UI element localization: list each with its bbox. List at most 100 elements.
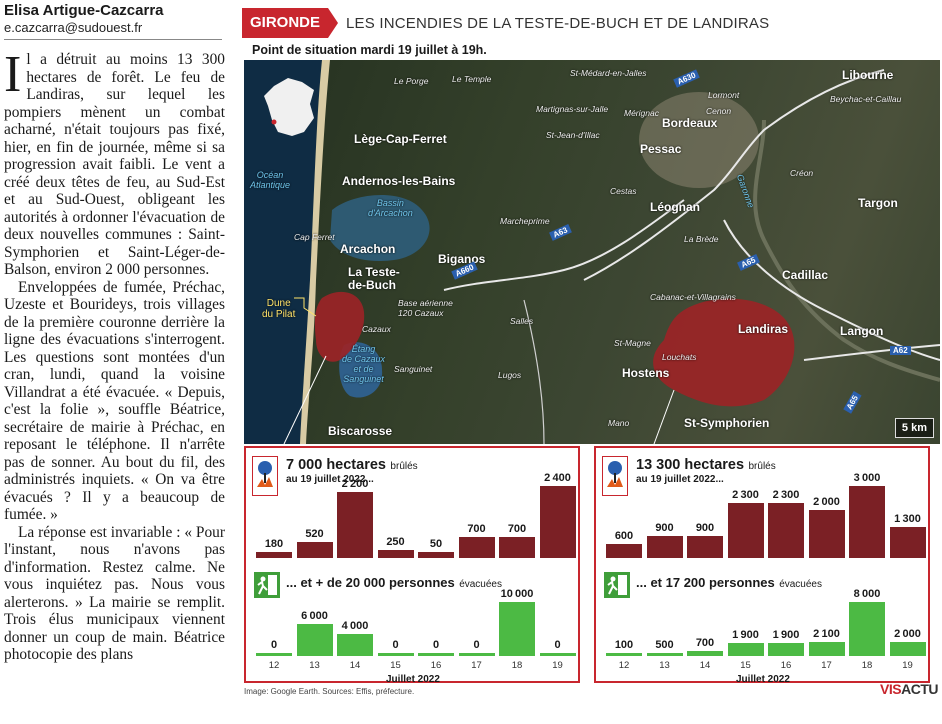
bar	[849, 486, 885, 558]
map-label: Biscarosse	[328, 424, 393, 438]
data-label: 2 100	[813, 628, 840, 640]
bar	[808, 642, 845, 656]
data-label: 0	[392, 639, 399, 651]
data-label: 2 300	[772, 489, 800, 501]
map-shapes	[244, 60, 940, 444]
bar	[539, 653, 576, 656]
map-label-water: Bassin d'Arcachon	[368, 198, 413, 218]
lake-shape	[339, 342, 383, 398]
data-label: 3 000	[853, 472, 881, 484]
bar	[727, 643, 764, 656]
bar	[458, 537, 495, 558]
bar	[337, 492, 373, 558]
bar	[606, 653, 642, 656]
data-label: 1 300	[894, 513, 921, 525]
tick-label: 18	[861, 660, 873, 671]
evacuated-persons: ... et + de 20 000 personnes	[286, 575, 455, 590]
data-label: 6 000	[301, 610, 328, 622]
tick-label: 16	[780, 660, 792, 671]
map-label: Cabanac-et-Villagrains	[650, 292, 736, 302]
map-label-water: Océan Atlantique	[250, 170, 291, 190]
map-label: Marcheprime	[500, 216, 550, 226]
coastline-sand	[300, 60, 330, 444]
map-label: Pessac	[640, 142, 682, 156]
map-label: Libourne	[842, 68, 894, 82]
article-paragraph: Enveloppées de fumée, Préchac, Uzeste et…	[4, 278, 225, 524]
bar	[499, 537, 535, 558]
bar	[687, 651, 723, 656]
month-label: Juillet 2022	[736, 674, 790, 685]
fire-alert-logo	[602, 456, 628, 496]
evacuated-label: évacuées	[459, 579, 502, 590]
data-label: 900	[655, 522, 674, 534]
map-label: Cenon	[706, 106, 732, 116]
map-label: Base aérienne 120 Cazaux	[398, 298, 453, 318]
burnt-hectares: 7 000 hectares	[286, 457, 386, 473]
urban-area	[639, 92, 759, 188]
map-label: Martignas-sur-Jalle	[536, 104, 609, 114]
location-marker	[271, 119, 277, 125]
map-label: Lugos	[498, 370, 522, 380]
data-label: 100	[614, 639, 634, 651]
data-label: 2 000	[813, 496, 840, 508]
image-credits: Image: Google Earth. Sources: Effis, pré…	[244, 687, 415, 696]
data-label: 10 000	[500, 588, 534, 600]
ocean-shape	[244, 60, 322, 444]
tick-label: 19	[902, 660, 913, 671]
map-label: Cazaux	[362, 324, 391, 334]
map-label: St-Symphorien	[684, 416, 770, 430]
satellite-map[interactable]: Libourne Le Porge Le Temple St-Médard-en…	[244, 60, 940, 444]
infographic: GIRONDE LES INCENDIES DE LA TESTE-DE-BUC…	[242, 8, 942, 724]
data-label: 1 900	[732, 629, 759, 641]
france-inset	[264, 78, 314, 136]
map-label: Hostens	[622, 366, 670, 380]
bar	[499, 602, 535, 656]
data-label: 500	[655, 639, 674, 651]
map-label: Cestas	[610, 186, 637, 196]
data-label: 2 200	[341, 478, 369, 490]
infographic-subtitle: Point de situation mardi 19 juillet à 19…	[252, 43, 487, 57]
bar	[606, 544, 642, 558]
tick-label: 18	[511, 660, 523, 671]
burnt-label: brûlés	[390, 461, 418, 472]
bar	[418, 653, 454, 656]
tick-label: 17	[471, 660, 482, 671]
brand-part: VIS	[880, 681, 902, 697]
burnt-area-landiras	[653, 298, 795, 407]
map-label: St-Médard-en-Jalles	[570, 68, 647, 78]
evacuated-stat: ... et + de 20 000 personnes évacuées	[286, 574, 502, 592]
map-label: Le Porge	[394, 76, 429, 86]
map-label: Bordeaux	[662, 116, 718, 130]
burnt-stat: 7 000 hectares brûlés au 19 juillet 2022…	[286, 456, 418, 485]
bar	[377, 653, 414, 656]
map-label: Lège-Cap-Ferret	[354, 132, 447, 146]
bar	[889, 642, 926, 656]
infographic-header: GIRONDE LES INCENDIES DE LA TESTE-DE-BUC…	[242, 8, 769, 38]
drop-cap: I	[4, 46, 22, 103]
article-column: Elisa Artigue-Cazcarra e.cazcarra@sudoue…	[0, 0, 226, 724]
bar	[849, 602, 885, 656]
map-label: Salles	[510, 316, 534, 326]
bar	[768, 503, 804, 558]
burnt-stat: 13 300 hectares brûlés au 19 juillet 202…	[636, 456, 776, 485]
data-label: 600	[614, 530, 634, 542]
map-label-dune: Dune du Pilat	[262, 298, 296, 320]
bar	[377, 550, 414, 558]
data-label: 50	[429, 538, 443, 550]
callout-line-left	[283, 355, 327, 444]
map-label: Targon	[858, 196, 898, 210]
burnt-bar-chart: 180 520 2 200 250 50 700 700 2 400	[254, 472, 576, 558]
map-label: La Brède	[684, 234, 719, 244]
author-email[interactable]: e.cazcarra@sudouest.fr	[4, 20, 143, 35]
data-label: 900	[695, 522, 715, 534]
data-label: 520	[305, 528, 324, 540]
data-label: 0	[473, 639, 480, 651]
map-label-water: Étang de Cazaux et de Sanguinet	[342, 344, 386, 384]
bar	[256, 552, 292, 558]
bar	[337, 634, 373, 656]
map-label: Cadillac	[782, 268, 829, 282]
region-badge: GIRONDE	[242, 8, 329, 38]
map-label: Cap Ferret	[294, 232, 335, 242]
tick-label: 14	[699, 660, 711, 671]
